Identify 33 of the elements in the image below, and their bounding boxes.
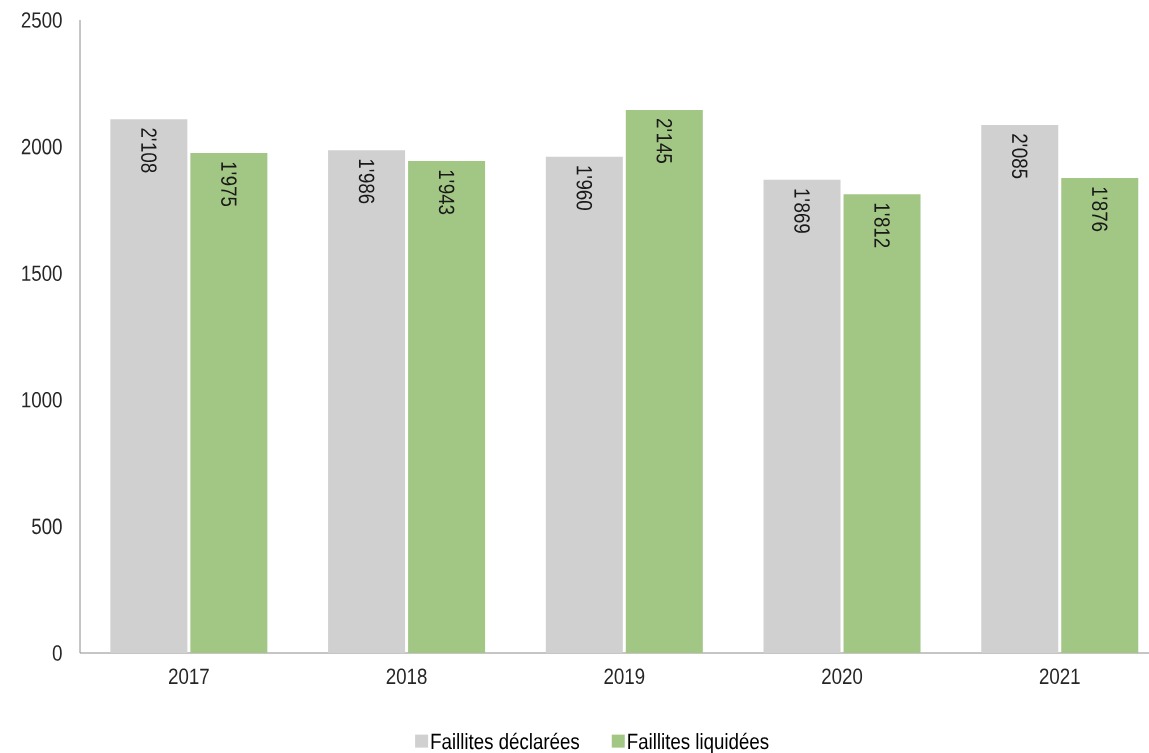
- data-label: 1'812: [874, 203, 890, 248]
- data-label: 2'145: [656, 119, 673, 164]
- data-label: 1'975: [221, 162, 237, 207]
- bar: [763, 179, 841, 653]
- bar: [190, 152, 268, 653]
- bar: [843, 194, 921, 653]
- y-tick-label: 0: [52, 645, 62, 661]
- bar: [981, 125, 1059, 653]
- legend-label: Faillites déclarées: [431, 732, 580, 750]
- bar: [545, 156, 623, 653]
- bar: [408, 161, 486, 653]
- x-tick-label: 2018: [386, 668, 427, 685]
- data-label: 1'960: [576, 166, 593, 210]
- bar: [328, 150, 406, 653]
- bar: [110, 119, 188, 653]
- data-label: 1'869: [794, 189, 810, 233]
- x-tick-label: 2021: [1039, 668, 1080, 685]
- y-tick-label: 500: [32, 518, 62, 535]
- data-label: 1'943: [438, 170, 455, 215]
- bar: [1061, 177, 1139, 653]
- y-tick-label: 1000: [22, 392, 62, 408]
- legend-label: Faillites liquidées: [628, 732, 769, 753]
- y-tick-label: 2500: [21, 12, 62, 28]
- data-label: 1'986: [358, 159, 375, 204]
- bar: [625, 109, 703, 653]
- y-tick-label: 2000: [21, 138, 62, 155]
- x-tick-label: 2017: [169, 668, 209, 685]
- data-label: 1'876: [1091, 187, 1108, 232]
- data-label: 2'085: [1011, 134, 1028, 179]
- data-label: 2'108: [141, 128, 157, 173]
- y-tick-label: 1500: [22, 265, 62, 281]
- x-tick-label: 2019: [604, 668, 645, 685]
- x-tick-label: 2020: [822, 668, 863, 685]
